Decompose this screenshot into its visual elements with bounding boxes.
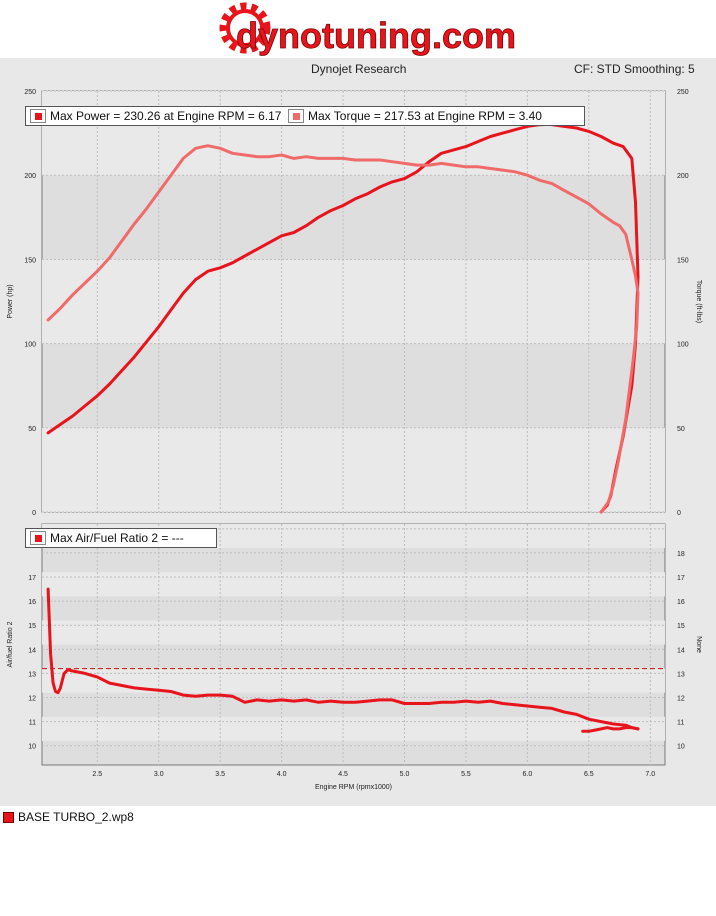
chart-title: Dynojet Research [311, 62, 407, 76]
afr-legend: Max Air/Fuel Ratio 2 = --- [25, 528, 217, 548]
chart-settings: CF: STD Smoothing: 5 [574, 62, 695, 76]
power-torque-plot: 0 50 100 150 200 250 0 50 100 150 200 250 Power (hp)… [7, 89, 702, 517]
legend-afr-label: Max Air/Fuel Ratio 2 = --- [50, 531, 184, 545]
afr-xtick-label: 5.0 [400, 771, 410, 778]
legend-item-power: Max Power = 230.26 at Engine RPM = 6.17 [28, 109, 286, 123]
afr-series-line-1 [581, 726, 640, 733]
torque-swatch [288, 109, 304, 123]
gear-icon [219, 2, 271, 54]
afr-y2tick-label: 12 [677, 696, 685, 703]
afr-ytick-label: 15 [28, 623, 36, 630]
logo-text: dynotuning.com [236, 15, 516, 56]
afr-xtick-label: 2.5 [92, 771, 102, 778]
afr-xtick-label: 4.0 [277, 771, 287, 778]
afr-xtick-label: 3.5 [215, 771, 225, 778]
power-torque-y2tick-label: 200 [677, 173, 689, 180]
afr-y2label: None [695, 636, 702, 653]
power-torque-series-line-0 [46, 122, 640, 514]
afr-ytick-label: 17 [28, 575, 36, 582]
power-torque-y2tick-label: 0 [677, 510, 681, 517]
afr-ytick-label: 13 [28, 671, 36, 678]
power-torque-ylabel: Power (hp) [7, 284, 14, 318]
power-torque-ytick-label: 250 [24, 89, 36, 96]
file-name-label: BASE TURBO_2.wp8 [18, 810, 134, 824]
power-torque-ytick-label: 0 [32, 510, 36, 517]
afr-xtick-label: 4.5 [338, 771, 348, 778]
afr-ylabel: Air/fuel Ratio 2 [7, 621, 14, 667]
afr-y2tick-label: 11 [677, 720, 684, 727]
power-torque-ytick-label: 200 [24, 173, 36, 180]
power-torque-y2tick-label: 150 [677, 257, 689, 264]
afr-swatch [30, 531, 46, 545]
power-torque-ytick-label: 100 [24, 342, 36, 349]
logo: dynotuning.com [219, 2, 516, 56]
legend-power-label: Max Power = 230.26 at Engine RPM = 6.17 [50, 109, 282, 123]
afr-xlabel: Engine RPM (rpmx1000) [315, 784, 392, 791]
legend-item-afr: Max Air/Fuel Ratio 2 = --- [28, 531, 184, 545]
afr-plot: 10 11 12 13 14 15 16 17 10 11 12 13 14 15 16 17 18 Air/fu… [7, 523, 702, 791]
afr-xtick-label: 5.5 [461, 771, 471, 778]
afr-y2tick-label: 16 [677, 599, 685, 606]
power-torque-legend: Max Power = 230.26 at Engine RPM = 6.17 … [25, 106, 585, 126]
file-legend: BASE TURBO_2.wp8 [3, 810, 134, 824]
power-torque-y2tick-label: 100 [677, 342, 689, 349]
afr-ytick-label: 14 [28, 647, 36, 654]
file-color-swatch [3, 811, 14, 823]
afr-y2tick-label: 15 [677, 623, 685, 630]
afr-xtick-label: 3.0 [154, 771, 164, 778]
afr-y2tick-label: 18 [677, 551, 685, 558]
power-torque-band [42, 91, 665, 176]
afr-ytick-label: 16 [28, 599, 36, 606]
legend-item-torque: Max Torque = 217.53 at Engine RPM = 3.40 [286, 109, 542, 123]
legend-torque-label: Max Torque = 217.53 at Engine RPM = 3.40 [308, 109, 542, 123]
afr-ytick-label: 12 [28, 696, 36, 703]
dyno-charts: 0 50 100 150 200 250 0 50 100 150 200 250 Power (hp)… [7, 89, 702, 791]
afr-band [42, 572, 665, 597]
power-swatch [30, 109, 46, 123]
afr-band [42, 620, 665, 645]
power-torque-y2tick-label: 50 [677, 426, 685, 433]
power-torque-band [42, 427, 665, 512]
afr-ytick-label: 11 [29, 720, 36, 727]
afr-ytick-label: 10 [28, 744, 36, 751]
power-torque-y2label: Torque (ft-lbs) [695, 280, 702, 323]
afr-xtick-label: 6.0 [523, 771, 533, 778]
power-torque-ytick-label: 150 [24, 257, 36, 264]
power-torque-ytick-label: 50 [28, 426, 36, 433]
power-torque-series-line-1 [46, 144, 640, 514]
afr-y2tick-label: 13 [677, 671, 685, 678]
afr-y2tick-label: 17 [677, 575, 685, 582]
afr-y2tick-label: 10 [677, 744, 685, 751]
afr-xtick-label: 6.5 [584, 771, 594, 778]
power-torque-y2tick-label: 250 [677, 89, 689, 96]
afr-y2tick-label: 14 [677, 647, 685, 654]
afr-xtick-label: 7.0 [645, 771, 655, 778]
power-torque-band [42, 259, 665, 344]
afr-band [42, 716, 665, 741]
afr-series-line-0 [46, 587, 640, 731]
